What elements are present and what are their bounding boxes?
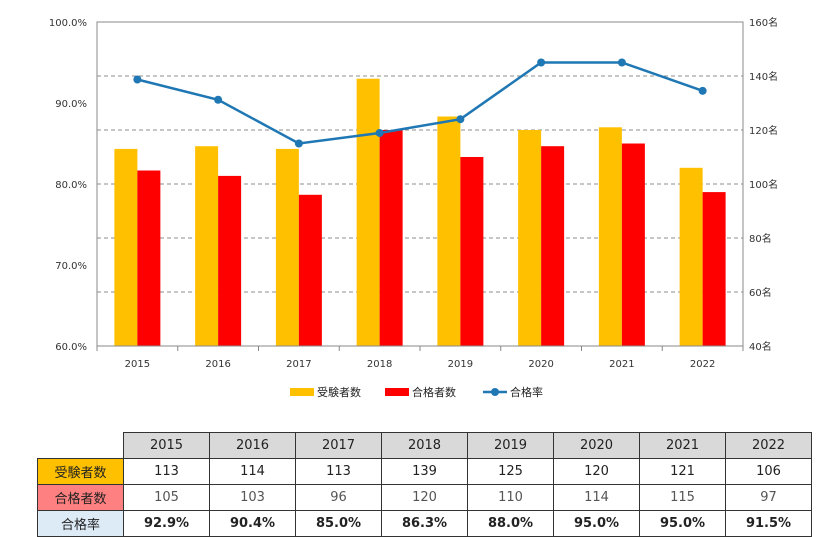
bar-passers	[298, 194, 322, 346]
table-cell: 110	[467, 484, 554, 511]
table-cell: 103	[209, 484, 296, 511]
rate-point	[456, 115, 465, 124]
right-tick-label: 100名	[749, 178, 778, 191]
bar-passers	[541, 146, 565, 346]
right-tick-label: 120名	[749, 124, 778, 137]
bar-passers	[702, 192, 726, 346]
table-cell: 113	[295, 458, 382, 485]
right-tick-label: 80名	[749, 232, 772, 245]
table-cell: 85.0%	[295, 510, 382, 537]
bars	[114, 78, 726, 346]
table-cell: 95.0%	[553, 510, 640, 537]
bar-examinees	[679, 167, 703, 346]
x-tick-label: 2015	[125, 359, 150, 370]
bar-passers	[137, 170, 161, 346]
legend-label: 合格者数	[412, 385, 456, 399]
legend-swatch	[385, 388, 409, 396]
table-header-cell: 2018	[381, 432, 468, 459]
x-tick-label: 2020	[528, 359, 553, 370]
row-label-passers: 合格者数	[37, 484, 124, 511]
data-table: 2015 2016 2017 2018 2019 2020 2021 2022 …	[37, 432, 812, 537]
bar-examinees	[356, 78, 380, 346]
table-cell: 120	[553, 458, 640, 485]
bar-passers	[460, 157, 484, 346]
x-tick-label: 2022	[690, 359, 715, 370]
x-tick-label: 2019	[448, 359, 473, 370]
table-row: 受験者数 113 114 113 139 125 120 121 106	[37, 458, 812, 485]
rate-point	[617, 58, 626, 67]
table-row: 合格率 92.9% 90.4% 85.0% 86.3% 88.0% 95.0% …	[37, 510, 812, 537]
right-tick-label: 160名	[749, 16, 778, 29]
table-header-cell: 2022	[725, 432, 812, 459]
bar-examinees	[114, 148, 138, 346]
bar-passers	[379, 130, 403, 346]
table-header-cell: 2021	[639, 432, 726, 459]
rate-point	[294, 139, 303, 148]
table-cell: 125	[467, 458, 554, 485]
x-tick-label: 2021	[609, 359, 634, 370]
legend-label: 合格率	[510, 385, 543, 399]
x-tick-label: 2018	[367, 359, 392, 370]
table-cell: 113	[123, 458, 210, 485]
legend-swatch	[290, 388, 314, 396]
table-cell: 91.5%	[725, 510, 812, 537]
table-header-cell: 2017	[295, 432, 382, 459]
left-tick-label: 60.0%	[55, 342, 87, 353]
table-corner	[37, 432, 124, 459]
left-tick-label: 70.0%	[55, 261, 87, 272]
table-header-cell: 2020	[553, 432, 640, 459]
left-tick-label: 100.0%	[49, 18, 87, 29]
table-header-cell: 2015	[123, 432, 210, 459]
right-tick-label: 60名	[749, 286, 772, 299]
left-tick-label: 80.0%	[55, 180, 87, 191]
table-cell: 115	[639, 484, 726, 511]
bar-examinees	[598, 127, 622, 346]
table-header-cell: 2019	[467, 432, 554, 459]
legend-label: 受験者数	[317, 385, 361, 399]
rate-line-path	[137, 61, 704, 145]
table-cell: 88.0%	[467, 510, 554, 537]
table-cell: 114	[553, 484, 640, 511]
bar-examinees	[275, 148, 299, 346]
table-cell: 96	[295, 484, 382, 511]
x-tick-label: 2016	[205, 359, 230, 370]
table-cell: 139	[381, 458, 468, 485]
table-header-cell: 2016	[209, 432, 296, 459]
table-cell: 97	[725, 484, 812, 511]
table-cell: 120	[381, 484, 468, 511]
table-cell: 105	[123, 484, 210, 511]
table-cell: 114	[209, 458, 296, 485]
right-tick-label: 40名	[749, 340, 772, 353]
rate-line	[133, 58, 707, 148]
x-tick-label: 2017	[286, 359, 311, 370]
legend: 受験者数 合格者数 合格率	[290, 385, 543, 399]
right-tick-label: 140名	[749, 70, 778, 83]
table-cell: 106	[725, 458, 812, 485]
bar-examinees	[195, 146, 219, 346]
bar-passers	[621, 143, 645, 346]
bar-examinees	[518, 130, 542, 346]
combo-chart: 40名 60名 80名 100名 120名 140名 160名 60.0% 70.0% 80.0%…	[49, 16, 778, 399]
rate-point	[133, 75, 142, 84]
table-cell: 95.0%	[639, 510, 726, 537]
bar-examinees	[437, 116, 461, 346]
legend-marker	[491, 388, 499, 396]
row-label-pass-rate: 合格率	[37, 510, 124, 537]
table-cell: 86.3%	[381, 510, 468, 537]
table-header-row: 2015 2016 2017 2018 2019 2020 2021 2022	[37, 432, 812, 459]
table-cell: 90.4%	[209, 510, 296, 537]
table-cell: 121	[639, 458, 726, 485]
row-label-examinees: 受験者数	[37, 458, 124, 485]
bar-passers	[218, 175, 242, 346]
axes: 40名 60名 80名 100名 120名 140名 160名 60.0% 70.0% 80.0%…	[49, 16, 778, 370]
table-cell: 92.9%	[123, 510, 210, 537]
rate-point	[214, 95, 223, 104]
gridlines	[97, 75, 743, 293]
left-tick-label: 90.0%	[55, 99, 87, 110]
rate-point	[537, 58, 546, 67]
rate-point	[698, 86, 707, 95]
rate-point	[375, 128, 384, 137]
table-row: 合格者数 105 103 96 120 110 114 115 97	[37, 484, 812, 511]
